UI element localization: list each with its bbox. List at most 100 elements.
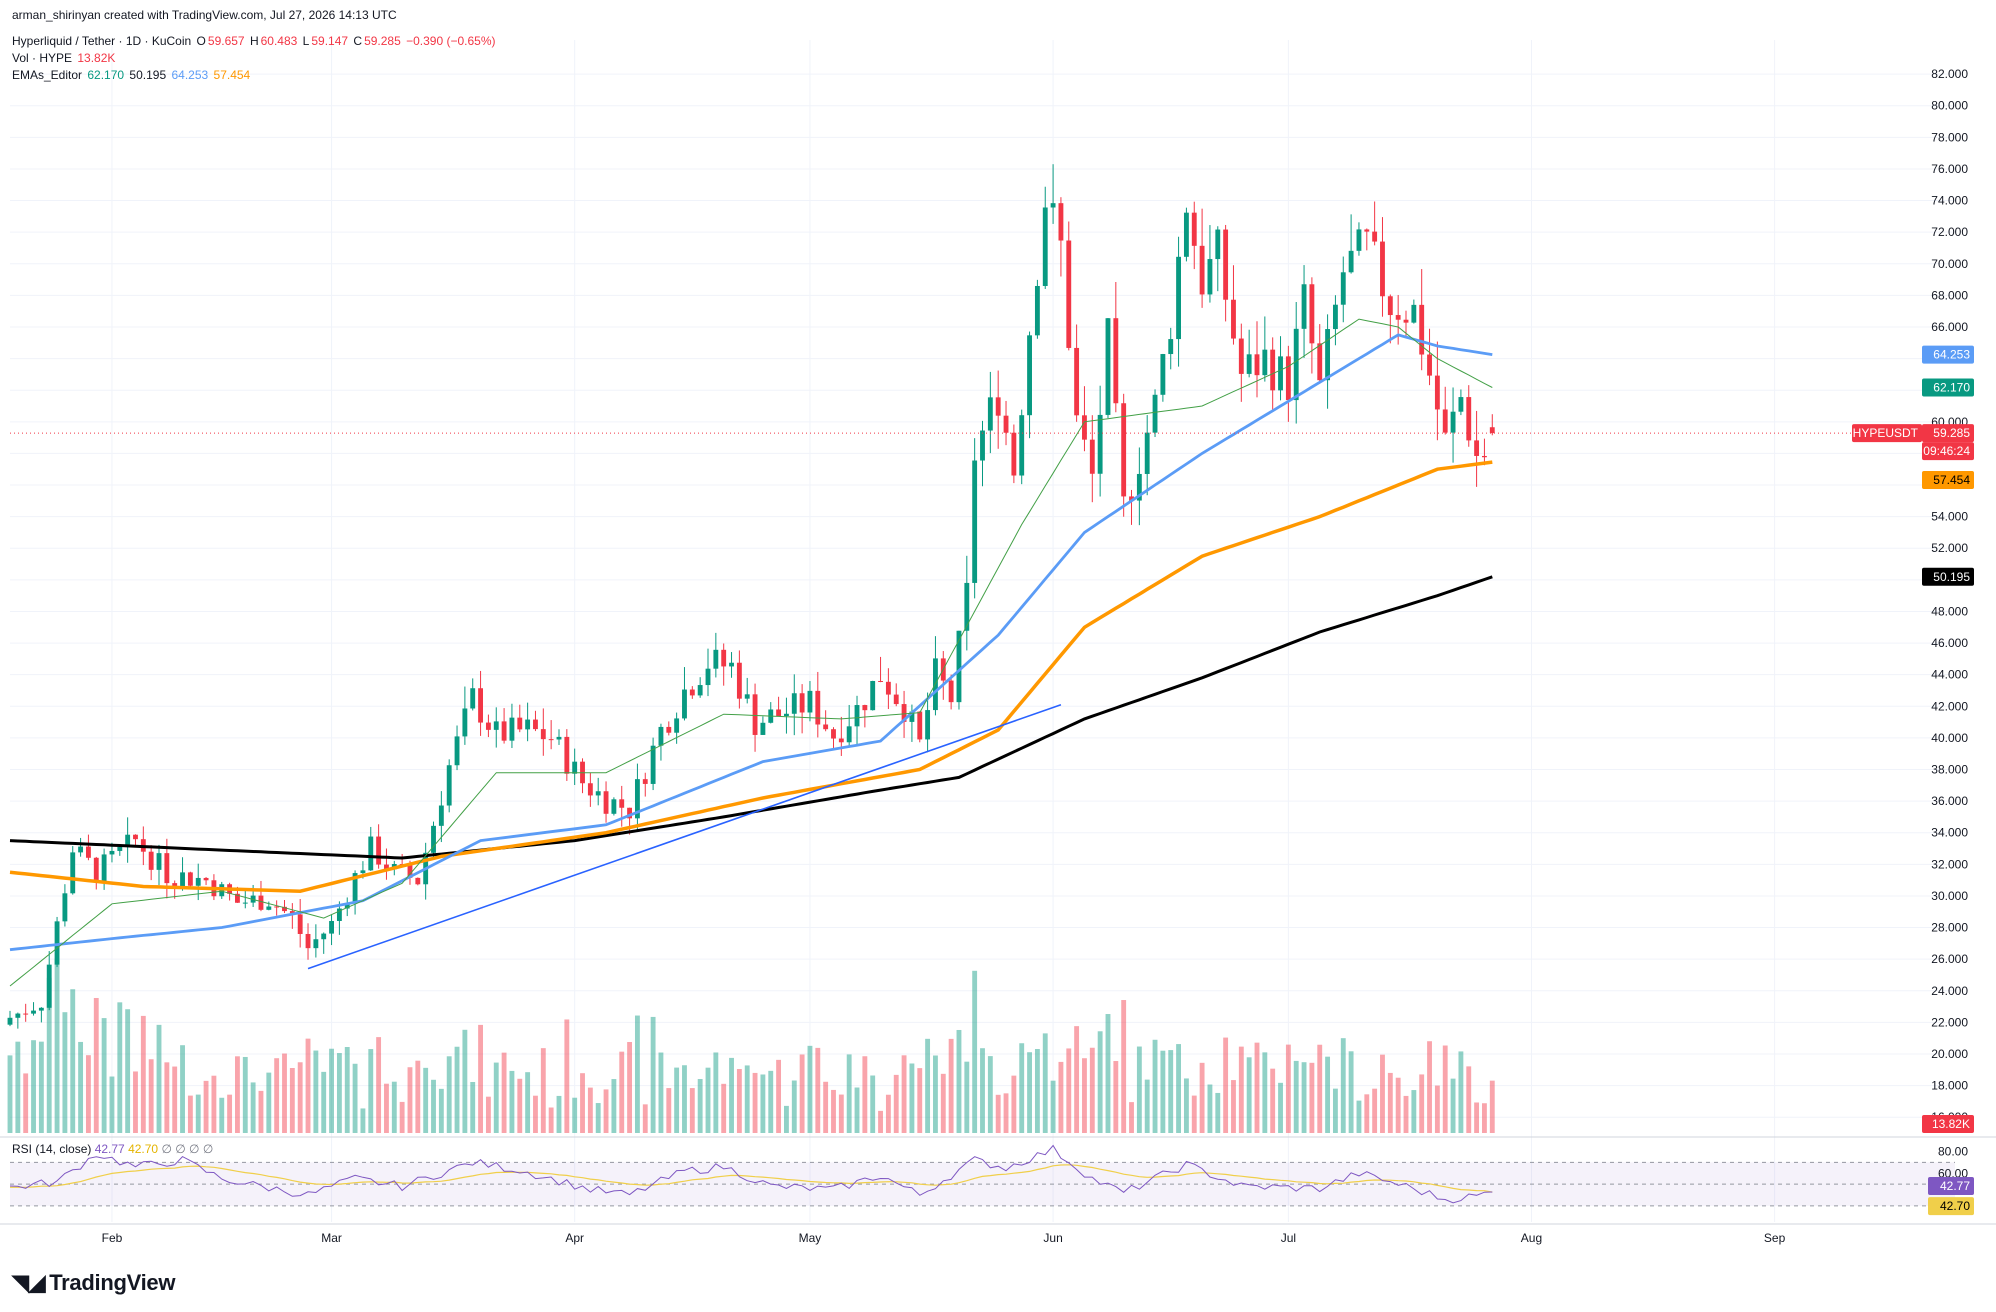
volume-bar (964, 1061, 970, 1133)
candle-body (838, 738, 844, 743)
volume-bar (1238, 1046, 1244, 1133)
tradingview-logo[interactable]: ◥◢ TradingView (12, 1270, 175, 1296)
candle-body (78, 846, 84, 853)
candle-body (1419, 304, 1425, 355)
volume-bar (1136, 1046, 1142, 1133)
candle-body (619, 799, 625, 808)
volume-bar (1395, 1077, 1401, 1133)
candle-body (266, 906, 272, 910)
candle-body (1199, 245, 1205, 295)
rsi-tick-label: 80.00 (1938, 1145, 1968, 1159)
rsi-legend[interactable]: RSI (14, close) 42.77 42.70 ∅ ∅ ∅ ∅ (12, 1142, 213, 1156)
candle-body (572, 761, 578, 774)
candle-body (1074, 347, 1080, 416)
price-tick-label: 36.000 (1931, 794, 1968, 808)
candle-body (1121, 403, 1127, 497)
volume-bars (7, 958, 1495, 1133)
volume-bar (1325, 1056, 1331, 1133)
candle-body (1254, 354, 1260, 376)
candle-body (329, 920, 334, 934)
volume-bar (1458, 1051, 1464, 1133)
volume-bar (1403, 1095, 1409, 1133)
price-tick-label: 44.000 (1931, 668, 1968, 682)
volume-bar (634, 1015, 640, 1133)
volume-bar (156, 1024, 162, 1133)
candle-body (1325, 329, 1331, 381)
volume-bar (611, 1079, 617, 1133)
time-tick-label: Sep (1764, 1231, 1786, 1245)
volume-bar (1129, 1102, 1134, 1133)
candle-body (1113, 318, 1119, 404)
candle-body (195, 877, 201, 886)
candle-body (909, 711, 915, 722)
candle-body (485, 722, 491, 730)
candle-body (1168, 339, 1174, 355)
symbol-legend[interactable]: Hyperliquid / Tether · 1D · KuCoin O 59.6… (12, 34, 498, 48)
tradingview-mark-icon: ◥◢ (12, 1270, 46, 1295)
candle-body (305, 933, 311, 949)
volume-bar (760, 1074, 766, 1133)
volume-bar (1034, 1049, 1040, 1133)
volume-bar (1011, 1075, 1017, 1133)
candle-body (454, 736, 460, 766)
candle-body (1403, 319, 1409, 323)
volume-bar (1113, 1061, 1119, 1133)
candle-body (493, 721, 499, 730)
ema-value-3: 64.253 (171, 68, 209, 82)
candle-body (85, 846, 91, 858)
candle-body (987, 397, 993, 431)
candle-body (517, 717, 523, 730)
volume-bar (901, 1055, 907, 1133)
ema-value-1: 62.170 (87, 68, 125, 82)
candle-body (62, 893, 68, 922)
volume-bar (1066, 1048, 1072, 1133)
volume-bar (509, 1070, 515, 1133)
volume-bar (1340, 1038, 1346, 1133)
volume-bar (1105, 1014, 1111, 1133)
volume-bar (133, 1071, 138, 1133)
volume-bar (1427, 1041, 1432, 1133)
volume-bar (658, 1052, 664, 1133)
volume-bar (23, 1073, 29, 1133)
volume-bar (493, 1062, 499, 1133)
volume-bar (517, 1078, 523, 1133)
candle-body (109, 850, 115, 855)
candle-body (1136, 473, 1142, 501)
volume-bar (15, 1041, 21, 1133)
candle-body (1223, 229, 1229, 300)
candle-body (791, 693, 797, 714)
tradingview-wordmark: TradingView (49, 1270, 176, 1295)
candle-body (1442, 409, 1448, 433)
volume-bar (533, 1095, 538, 1133)
volume-bar (125, 1009, 131, 1133)
volume-bar (313, 1050, 319, 1133)
price-tick-label: 18.000 (1931, 1079, 1968, 1093)
candle-body (674, 718, 680, 733)
volume-bar (7, 1055, 13, 1133)
price-axis[interactable]: 16.00018.00020.00022.00024.00026.00028.0… (1852, 67, 1974, 1216)
candle-body (682, 689, 687, 719)
candle-body (650, 745, 656, 784)
volume-bar (572, 1097, 578, 1133)
candle-body (729, 662, 734, 667)
ema-legend[interactable]: EMAs_Editor 62.170 50.195 64.253 57.454 (12, 68, 252, 82)
price-tick-label: 76.000 (1931, 162, 1968, 176)
candle-body (187, 872, 193, 886)
candle-body (721, 649, 727, 667)
ohlc-high: 60.483 (260, 34, 298, 48)
candle-body (336, 908, 342, 921)
candle-body (799, 693, 805, 713)
volume-bar (1450, 1078, 1456, 1133)
volume-bar (407, 1067, 413, 1133)
volume-bar (1489, 1080, 1495, 1133)
time-axis[interactable]: Feb Mar Apr May Jun Jul Aug Sep (102, 1231, 1786, 1245)
price-label: 62.170 (1933, 381, 1970, 395)
price-label-box (1922, 471, 1974, 490)
price-tick-label: 22.000 (1931, 1015, 1968, 1029)
volume-bar (329, 1048, 334, 1133)
volume-legend[interactable]: Vol · HYPE 13.82K (12, 51, 117, 65)
volume-bar (1207, 1084, 1213, 1133)
candle-body (925, 710, 931, 740)
rsi-pane (9, 1144, 1955, 1207)
